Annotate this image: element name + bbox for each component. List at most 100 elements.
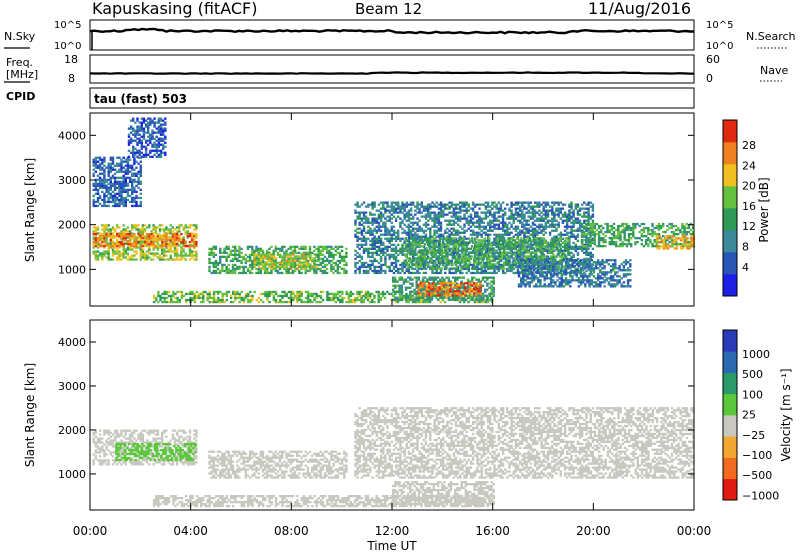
heatmap-cell	[162, 293, 164, 295]
heatmap-cell	[335, 246, 337, 248]
heatmap-cell	[158, 146, 160, 148]
heatmap-cell	[251, 254, 253, 256]
heatmap-cell	[380, 244, 382, 246]
heatmap-cell	[528, 210, 530, 212]
heatmap-cell	[268, 291, 270, 293]
heatmap-cell	[110, 165, 112, 167]
heatmap-cell	[161, 248, 163, 250]
heatmap-cell	[162, 148, 164, 150]
heatmap-cell	[101, 185, 103, 187]
heatmap-cell	[97, 161, 99, 163]
heatmap-cell	[374, 222, 376, 224]
heatmap-cell	[284, 257, 286, 259]
heatmap-cell	[167, 232, 169, 234]
heatmap-cell	[114, 179, 116, 181]
heatmap-cell	[493, 214, 495, 216]
heatmap-cell	[238, 268, 240, 270]
heatmap-cell	[490, 277, 492, 279]
heatmap-cell	[170, 295, 172, 297]
heatmap-cell	[165, 243, 167, 245]
heatmap-cell	[343, 270, 345, 272]
heatmap-cell	[397, 236, 399, 238]
heatmap-cell	[517, 216, 519, 218]
heatmap-cell	[363, 262, 365, 264]
heatmap-cell	[378, 218, 380, 220]
heatmap-cell	[330, 252, 332, 254]
heatmap-cell	[223, 248, 225, 250]
heatmap-cell	[176, 297, 178, 299]
heatmap-cell	[182, 245, 184, 247]
heatmap-cell	[491, 220, 493, 222]
heatmap-cell	[326, 258, 328, 260]
heatmap-cell	[536, 220, 538, 222]
heatmap-cell	[112, 197, 114, 199]
heatmap-cell	[108, 233, 110, 235]
heatmap-cell	[95, 165, 97, 167]
heatmap-cell	[264, 261, 266, 263]
heatmap-cell	[369, 264, 371, 266]
heatmap-cell	[245, 260, 247, 262]
heatmap-cell	[160, 140, 162, 142]
heatmap-cell	[240, 256, 242, 258]
heatmap-cell	[378, 254, 380, 256]
heatmap-cell	[213, 293, 215, 295]
heatmap-cell	[149, 156, 151, 158]
heatmap-cell	[116, 224, 118, 226]
heatmap-cell	[209, 301, 211, 303]
heatmap-cell	[431, 218, 433, 220]
heatmap-cell	[337, 297, 339, 299]
heatmap-cell	[504, 230, 506, 232]
heatmap-cell	[487, 202, 489, 204]
heatmap-cell	[418, 208, 420, 210]
heatmap-cell	[386, 250, 388, 252]
heatmap-cell	[120, 163, 122, 165]
heatmap-cell	[174, 250, 176, 252]
heatmap-cell	[392, 295, 394, 297]
heatmap-cell	[256, 255, 258, 257]
heatmap-cell	[185, 245, 187, 247]
heatmap-cell	[359, 224, 361, 226]
heatmap-cell	[493, 283, 495, 285]
heatmap-cell	[301, 253, 303, 255]
heatmap-cell	[448, 208, 450, 210]
heatmap-cell	[506, 232, 508, 234]
heatmap-cell	[493, 293, 495, 295]
heatmap-cell	[249, 260, 251, 262]
heatmap-cell	[363, 212, 365, 214]
heatmap-cell	[275, 299, 277, 301]
heatmap-cell	[517, 232, 519, 234]
heatmap-cell	[101, 169, 103, 171]
heatmap-cell	[116, 193, 118, 195]
heatmap-cell	[219, 248, 221, 250]
heatmap-cell	[369, 234, 371, 236]
heatmap-cell	[543, 206, 545, 208]
heatmap-cell	[393, 268, 395, 270]
heatmap-cell	[129, 165, 131, 167]
heatmap-cell	[232, 272, 234, 274]
heatmap-cell	[391, 240, 393, 242]
heatmap-cell	[277, 252, 279, 254]
heatmap-cell	[403, 279, 405, 281]
heatmap-cell	[391, 208, 393, 210]
heatmap-cell	[322, 258, 324, 260]
heatmap-cell	[275, 291, 277, 293]
heatmap-cell	[519, 214, 521, 216]
heatmap-cell	[470, 216, 472, 218]
heatmap-cell	[151, 122, 153, 124]
heatmap-cell	[114, 203, 116, 205]
heatmap-cell	[502, 230, 504, 232]
heatmap-cell	[135, 173, 137, 175]
heatmap-cell	[251, 264, 253, 266]
heatmap-cell	[513, 272, 515, 274]
heatmap-cell	[410, 202, 412, 204]
heatmap-cell	[403, 281, 405, 283]
heatmap-cell	[560, 218, 562, 220]
heatmap-cell	[210, 254, 212, 256]
heatmap-cell	[502, 272, 504, 274]
heatmap-cell	[254, 259, 256, 261]
heatmap-cell	[138, 134, 140, 136]
heatmap-cell	[504, 214, 506, 216]
heatmap-cell	[380, 266, 382, 268]
heatmap-cell	[243, 266, 245, 268]
heatmap-cell	[429, 206, 431, 208]
